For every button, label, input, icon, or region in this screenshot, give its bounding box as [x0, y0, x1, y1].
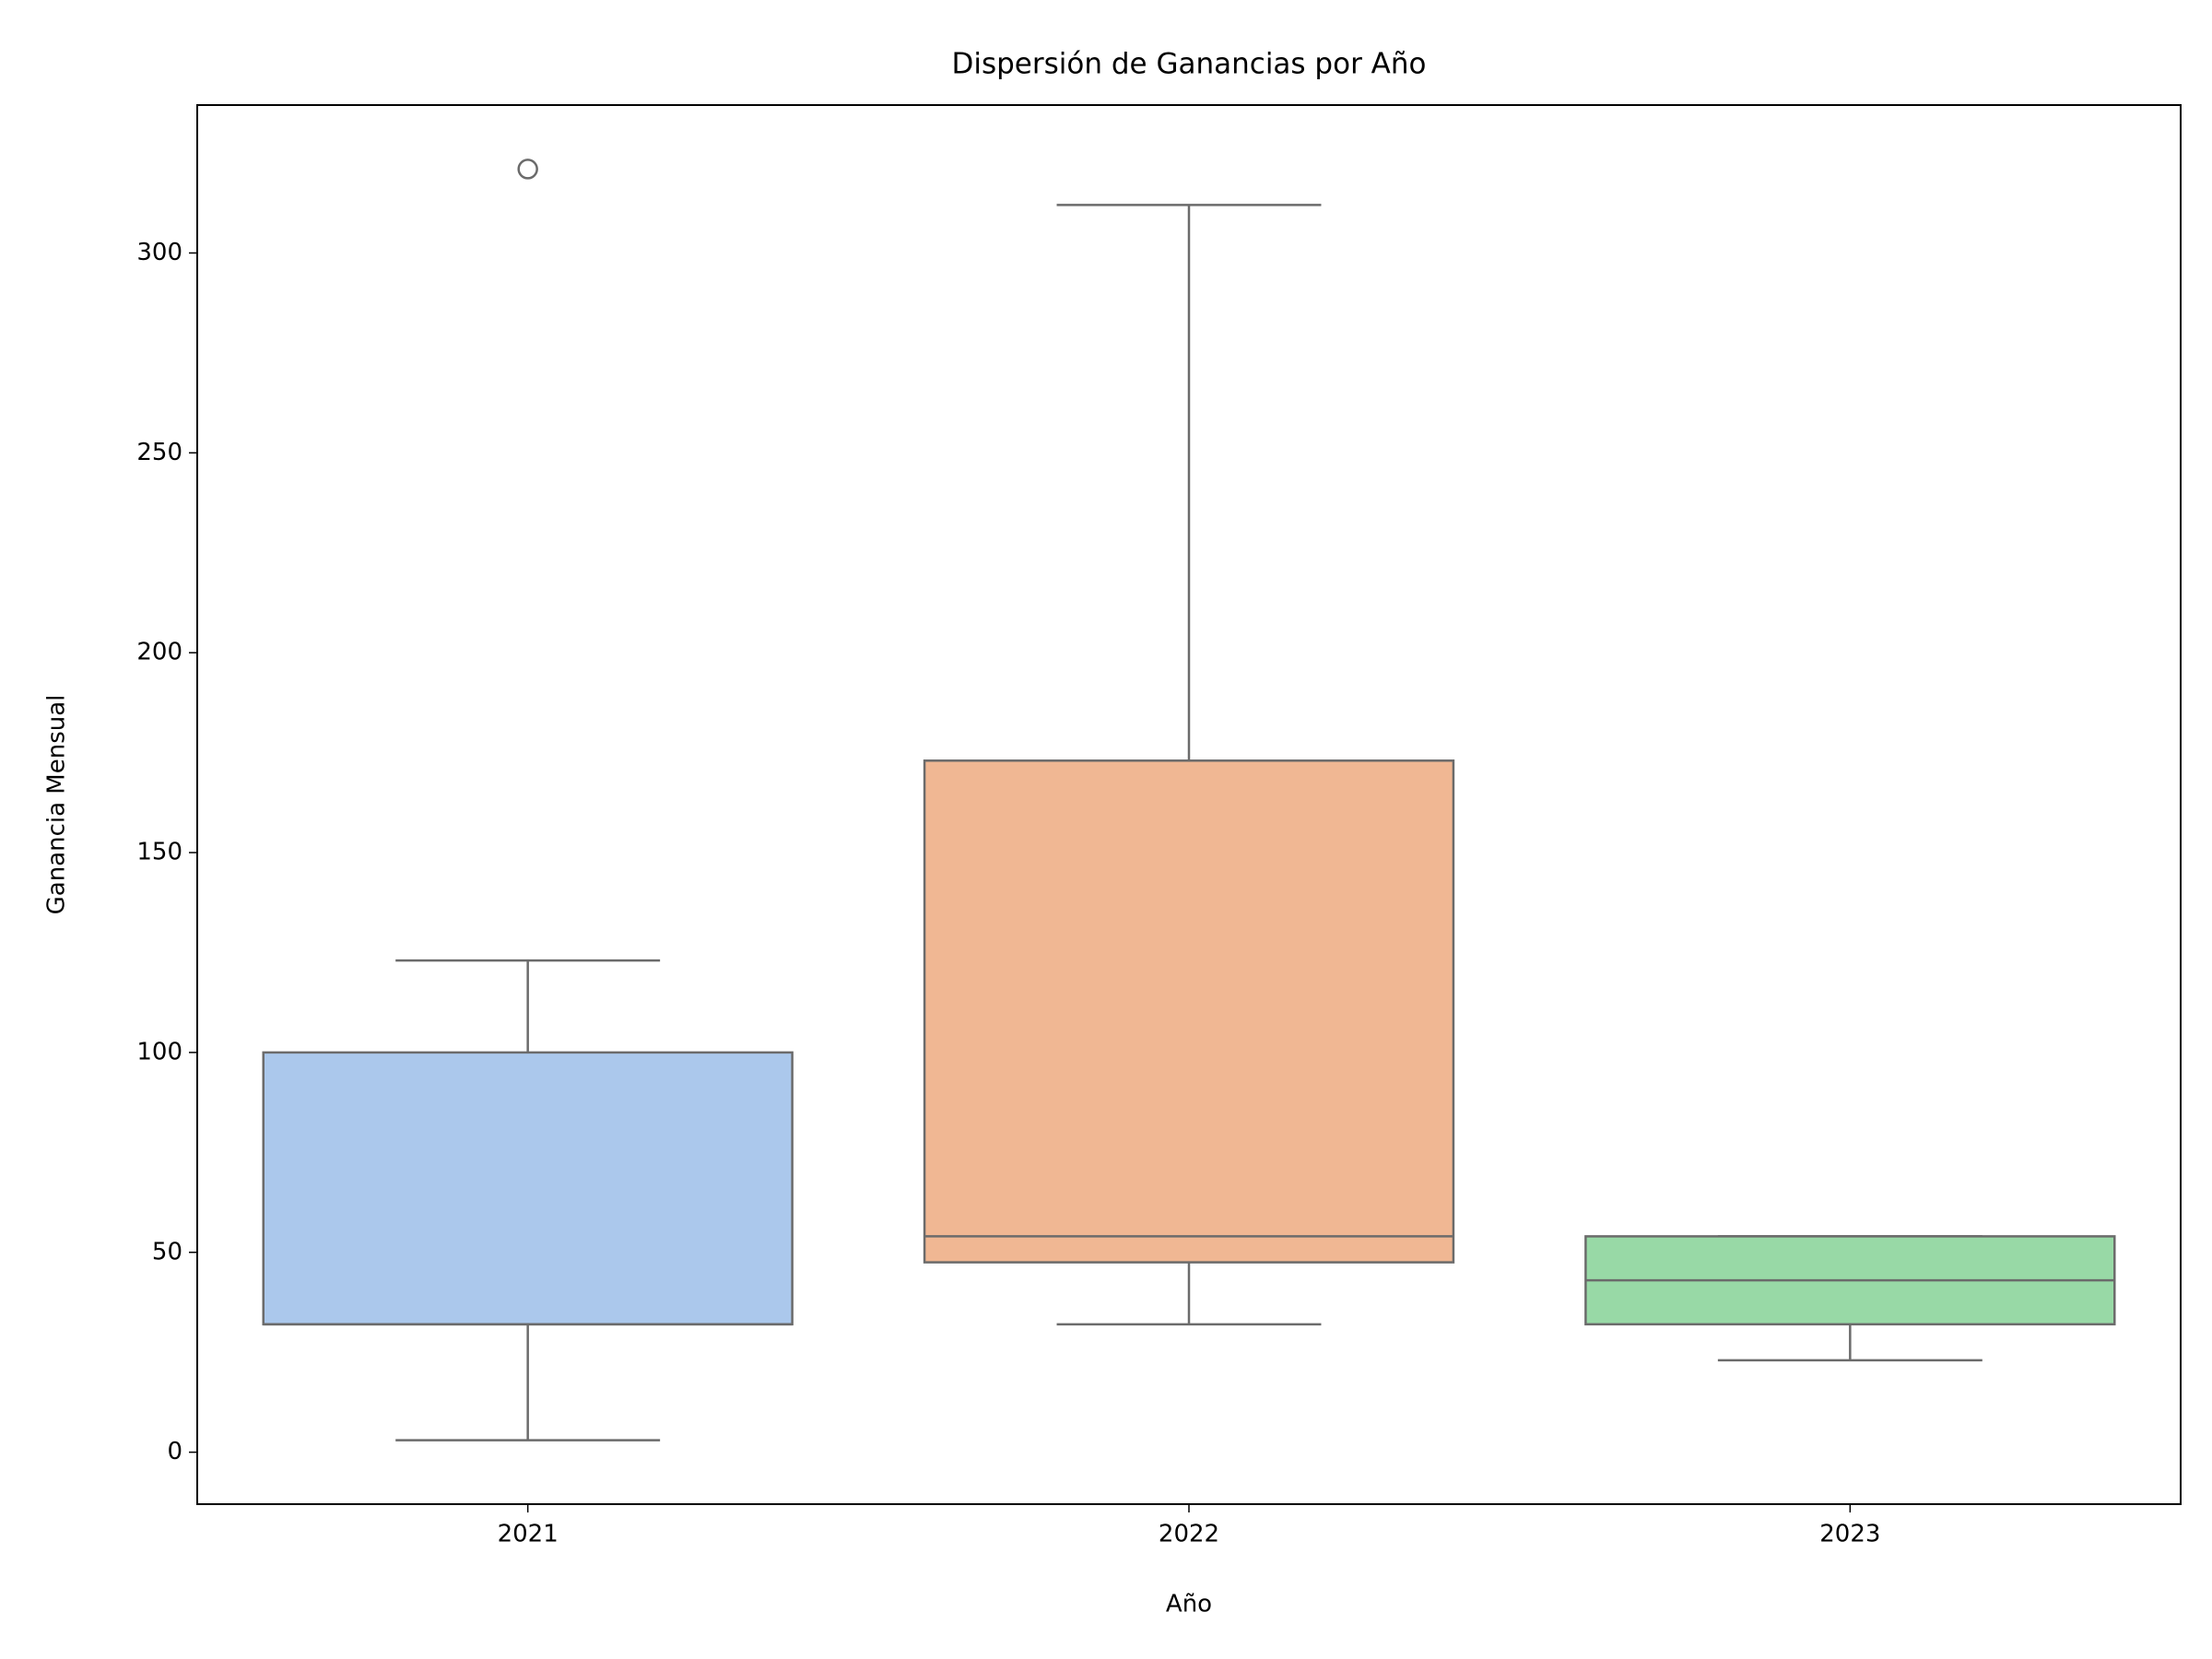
x-tick-label: 2023 — [1819, 1521, 1880, 1548]
y-tick-label: 100 — [136, 1038, 182, 1065]
x-tick-label: 2021 — [498, 1521, 559, 1548]
x-axis-label: Año — [1166, 1591, 1212, 1618]
flier — [517, 159, 538, 180]
plot-frame — [196, 104, 2182, 1505]
box — [923, 759, 1455, 1264]
y-tick-label: 250 — [136, 439, 182, 466]
y-tick-label: 300 — [136, 239, 182, 266]
x-tick-label: 2022 — [1159, 1521, 1219, 1548]
y-axis-label: Ganancia Mensual — [43, 695, 71, 915]
y-tick-label: 0 — [167, 1438, 182, 1465]
chart-title: Dispersión de Ganancias por Año — [952, 48, 1427, 81]
box — [262, 1051, 794, 1326]
y-tick-label: 150 — [136, 839, 182, 866]
y-tick-label: 50 — [152, 1238, 182, 1265]
y-tick-label: 200 — [136, 639, 182, 666]
